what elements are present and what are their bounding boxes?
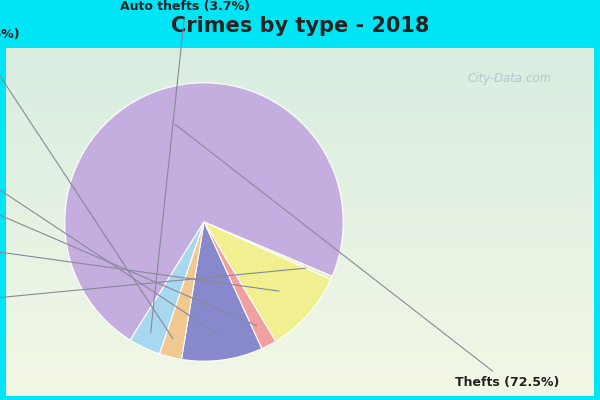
Text: Burglaries (9.6%): Burglaries (9.6%) (0, 232, 279, 291)
Text: Crimes by type - 2018: Crimes by type - 2018 (171, 16, 429, 36)
Text: Thefts (72.5%): Thefts (72.5%) (175, 124, 559, 388)
Text: Arson (0.4%): Arson (0.4%) (0, 268, 306, 315)
Text: Assaults (9.4%): Assaults (9.4%) (0, 115, 217, 334)
Wedge shape (204, 222, 275, 349)
Wedge shape (160, 222, 204, 359)
Wedge shape (181, 222, 262, 361)
Text: Rapes (2.6%): Rapes (2.6%) (0, 28, 173, 338)
Text: Robberies (1.8%): Robberies (1.8%) (0, 167, 257, 326)
Wedge shape (204, 222, 331, 341)
Wedge shape (204, 222, 332, 280)
Text: Auto thefts (3.7%): Auto thefts (3.7%) (121, 0, 250, 332)
Text: City-Data.com: City-Data.com (468, 72, 552, 85)
Wedge shape (130, 222, 204, 354)
Wedge shape (65, 83, 343, 340)
